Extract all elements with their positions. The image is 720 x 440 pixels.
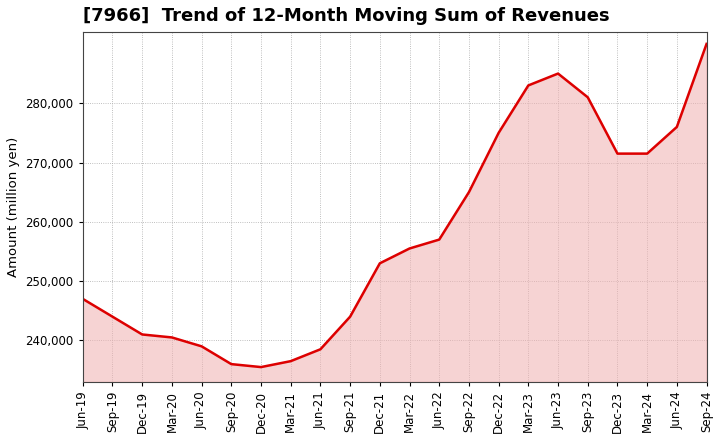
Y-axis label: Amount (million yen): Amount (million yen)	[7, 137, 20, 277]
Text: [7966]  Trend of 12-Month Moving Sum of Revenues: [7966] Trend of 12-Month Moving Sum of R…	[83, 7, 609, 25]
